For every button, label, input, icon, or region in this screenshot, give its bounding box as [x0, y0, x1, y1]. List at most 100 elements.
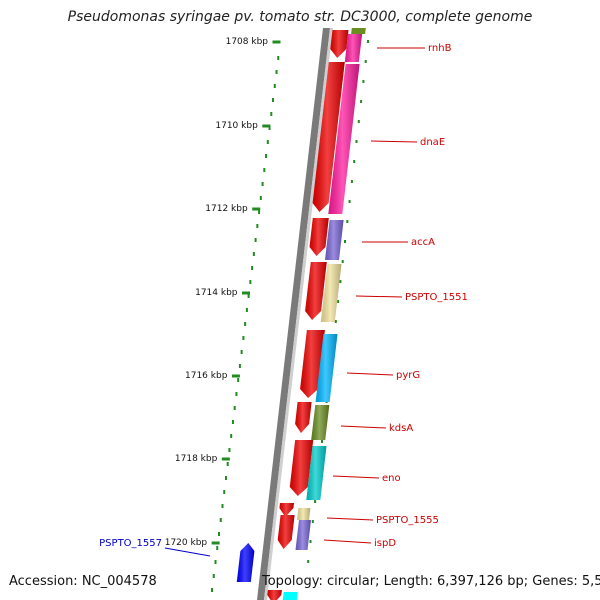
gene-label-dnae[interactable]: dnaE	[420, 137, 445, 148]
feature-dot	[341, 260, 344, 263]
gene-feature-shade	[328, 64, 360, 214]
scale-dot	[245, 308, 248, 312]
scale-dot	[226, 462, 229, 466]
feature-dot	[309, 540, 312, 543]
scale-dot	[214, 560, 217, 564]
scale-dot	[266, 140, 269, 144]
gene-feature-shade	[344, 34, 363, 62]
scale-tick	[231, 374, 240, 378]
gene-label-rnhb[interactable]: rnhB	[428, 43, 452, 54]
feature-dot	[337, 300, 340, 303]
feature-dot	[314, 500, 317, 503]
feature-dot	[321, 440, 323, 443]
gene-label-pspto_1555[interactable]: PSPTO_1555	[376, 515, 439, 526]
gene-leader-line	[340, 425, 387, 429]
scale-dot	[230, 434, 233, 438]
gene-feature-shade	[325, 220, 344, 260]
scale-dot	[233, 406, 236, 410]
accession-text: Accession: NC_004578	[9, 574, 157, 589]
scale-dot	[251, 266, 254, 270]
scale-dot	[254, 238, 257, 242]
scale-dot	[275, 70, 278, 74]
strand-arrow-shade	[330, 30, 349, 58]
scale-dot	[244, 322, 247, 326]
gene-leader-line	[355, 295, 403, 298]
gene-label-acca[interactable]: accA	[411, 237, 435, 248]
gene-feature-shade	[295, 520, 311, 550]
feature-dot	[350, 180, 353, 183]
scale-dot	[231, 420, 234, 424]
gene-label-pyrg[interactable]: pyrG	[396, 370, 420, 381]
scale-dot	[212, 574, 215, 578]
strand-arrow-shade	[305, 262, 327, 320]
scale-tick-label: 1712 kbp	[205, 204, 248, 214]
gene-feature-partial	[351, 28, 366, 34]
scale-dot	[256, 224, 259, 228]
feature-dot	[334, 320, 337, 323]
gene-leader-line	[323, 539, 372, 544]
strand-arrow-shade	[277, 515, 295, 549]
scale-dot	[238, 364, 241, 368]
scale-dot	[268, 126, 271, 130]
feature-dot	[360, 100, 363, 103]
gene-leader-line	[332, 475, 380, 479]
scale-dot	[240, 350, 243, 354]
scale-dot	[211, 588, 214, 592]
gene-feature-shade	[297, 508, 311, 520]
scale-dot	[265, 154, 268, 158]
gene-label-ispd[interactable]: ispD	[374, 538, 396, 549]
scale-dot	[217, 532, 220, 536]
scale-dot	[247, 294, 250, 298]
feature-dot	[357, 120, 360, 123]
scale-dot	[252, 252, 255, 256]
scale-tick	[272, 40, 281, 44]
gene-feature-shade	[320, 264, 342, 322]
gene-leader-line	[164, 547, 211, 557]
strand-arrow-shade	[289, 440, 314, 496]
feature-dot	[307, 560, 310, 563]
scale-tick-label: 1710 kbp	[215, 121, 258, 131]
scale-dot	[228, 448, 231, 452]
gene-label-eno[interactable]: eno	[382, 473, 401, 484]
feature-dot	[311, 520, 314, 523]
scale-tick-label: 1720 kbp	[165, 538, 208, 548]
scale-dot	[219, 518, 222, 522]
strand-arrow-shade	[267, 590, 282, 600]
gene-leader-line	[326, 517, 374, 521]
gene-label-pspto_1557[interactable]: PSPTO_1557	[99, 538, 162, 549]
scale-dot	[263, 168, 266, 172]
scale-dot	[277, 56, 280, 60]
strand-arrow-shade	[312, 62, 345, 212]
scale-dot	[259, 196, 262, 200]
scale-dot	[237, 378, 240, 382]
strand-arrow-shade	[279, 503, 294, 517]
scale-dot	[272, 98, 275, 102]
scale-dot	[221, 504, 224, 508]
feature-dot	[344, 240, 346, 243]
scale-dot	[270, 112, 273, 116]
topology-info: Topology: circular; Length: 6,397,126 bp…	[262, 574, 600, 589]
feature-dot	[367, 40, 369, 43]
genome-backbone	[257, 28, 330, 600]
gene-leader-line	[370, 140, 418, 143]
scale-tick	[211, 541, 220, 545]
gene-label-kdsa[interactable]: kdsA	[389, 423, 413, 434]
backbone-highlight	[264, 28, 333, 600]
feature-dot	[348, 200, 351, 203]
gene-leader-line	[346, 372, 394, 376]
scale-dot	[235, 392, 238, 396]
scale-tick-label: 1708 kbp	[226, 37, 269, 47]
strand-arrow-shade	[309, 218, 329, 256]
scale-tick	[221, 457, 230, 461]
map-title: Pseudomonas syringae pv. tomato str. DC3…	[67, 9, 533, 25]
scale-dot	[224, 476, 227, 480]
gene-label-pspto_1551[interactable]: PSPTO_1551	[405, 292, 468, 303]
scale-tick-label: 1716 kbp	[185, 371, 228, 381]
feature-dot	[346, 220, 349, 223]
scale-tick-label: 1714 kbp	[195, 288, 238, 298]
gene-feature-shade	[236, 543, 255, 582]
scale-dot	[223, 490, 226, 494]
scale-dot	[258, 210, 261, 214]
gene-feature-shade	[306, 446, 327, 500]
